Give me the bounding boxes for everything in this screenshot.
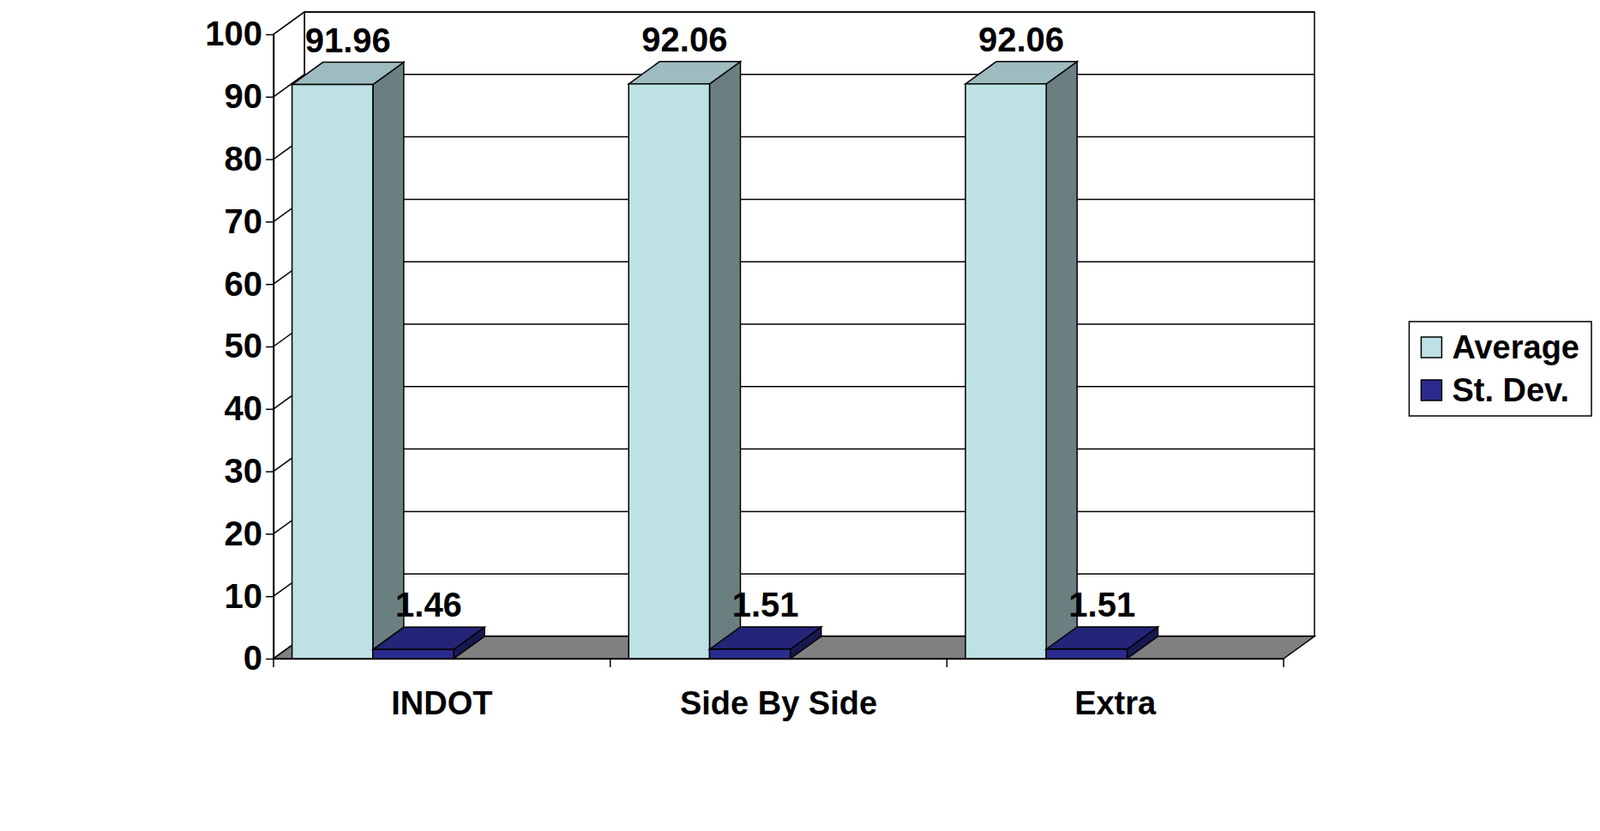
y-tick-mark	[265, 34, 274, 37]
legend-item: Average	[1420, 329, 1580, 366]
y-tick-label: 50	[224, 326, 264, 365]
data-label: 1.51	[732, 585, 800, 624]
y-tick-label: 90	[224, 77, 264, 115]
y-tick: 60	[224, 264, 275, 303]
bar-3d	[372, 626, 485, 659]
legend-swatch	[1420, 379, 1442, 401]
data-labels: 91.96 1.46 92.06 1.51 92.06 1.51	[305, 20, 1137, 625]
y-tick-mark	[265, 283, 274, 286]
y-tick-mark	[265, 533, 274, 536]
bar	[709, 649, 791, 659]
chart: 91.96 1.46 92.06 1.51 92.06 1.51 0 10 20 30 40 50 60…	[0, 0, 1600, 831]
y-tick-label: 60	[224, 264, 264, 303]
bar	[372, 649, 454, 659]
y-tick-label: 0	[243, 638, 263, 677]
y-tick: 50	[224, 326, 275, 365]
data-label: 92.06	[978, 20, 1065, 59]
bar-3d	[1046, 626, 1158, 659]
x-tick: Extra	[1074, 658, 1157, 722]
y-tick-label: 70	[224, 202, 264, 241]
category-divider	[1282, 658, 1285, 668]
bar-top	[372, 626, 485, 650]
grid-line	[273, 261, 1315, 284]
grid-line	[273, 324, 1315, 347]
category-divider	[272, 658, 275, 668]
y-axis: 0 10 20 30 40 50 60 70 80 90 100	[204, 14, 274, 677]
x-axis-line	[274, 658, 1285, 661]
grid-line	[273, 12, 1315, 35]
bar-3d	[292, 62, 404, 659]
data-label: 91.96	[305, 21, 391, 60]
grid-line	[273, 198, 1315, 222]
category-divider	[609, 658, 612, 668]
bar-top	[292, 62, 404, 85]
y-tick-label: 40	[224, 389, 264, 428]
y-tick: 30	[224, 451, 275, 490]
grid-line	[273, 74, 1315, 97]
y-tick: 70	[224, 202, 275, 241]
grid-line	[273, 449, 1315, 472]
y-tick-mark	[265, 346, 274, 349]
legend-label: Average	[1451, 329, 1580, 366]
x-tick-label: Side By Side	[679, 685, 878, 722]
y-tick: 90	[224, 77, 275, 115]
y-tick-mark	[265, 470, 274, 473]
grid-line	[273, 511, 1315, 534]
bar-top	[628, 61, 740, 85]
bar	[965, 84, 1047, 659]
bar-side	[709, 61, 741, 659]
bar	[1046, 649, 1127, 659]
y-tick-mark	[265, 595, 274, 598]
x-tick-label: INDOT	[390, 685, 493, 722]
y-tick-mark	[265, 96, 274, 99]
bar-top	[1046, 626, 1158, 650]
bar-side	[372, 62, 404, 659]
data-label: 1.46	[395, 585, 463, 624]
grid	[273, 12, 1315, 659]
y-tick-mark	[265, 158, 274, 161]
y-tick: 100	[204, 14, 274, 53]
legend-box	[1408, 321, 1592, 416]
y-tick: 0	[243, 638, 274, 677]
legend: Average St. Dev.	[1408, 321, 1592, 416]
bars	[292, 61, 1159, 659]
legend-item: St. Dev.	[1420, 372, 1570, 409]
y-tick-mark	[265, 221, 274, 223]
data-label: 92.06	[641, 20, 728, 59]
y-tick-label: 100	[204, 14, 263, 53]
bar-side	[1046, 61, 1077, 659]
y-tick-mark	[265, 658, 274, 661]
y-tick: 10	[224, 577, 275, 615]
bar-3d	[709, 626, 822, 659]
y-tick-label: 20	[224, 514, 264, 553]
bar-top	[709, 626, 822, 650]
x-tick: INDOT	[390, 658, 493, 722]
y-tick-label: 80	[224, 139, 264, 178]
y-tick: 80	[224, 139, 275, 178]
data-label: 1.51	[1068, 585, 1136, 624]
x-tick: Side By Side	[679, 658, 878, 722]
y-tick: 40	[224, 389, 275, 428]
x-axis: INDOT Side By Side Extra	[273, 658, 1285, 722]
bar-3d	[628, 61, 740, 659]
bar	[628, 84, 710, 659]
legend-label: St. Dev.	[1451, 372, 1570, 409]
bar-3d	[965, 61, 1077, 659]
y-tick-mark	[265, 409, 274, 411]
bar	[292, 84, 373, 659]
y-tick: 20	[224, 514, 275, 553]
y-tick-label: 30	[224, 451, 264, 490]
legend-swatch	[1420, 336, 1442, 358]
y-tick-label: 10	[224, 577, 264, 615]
category-divider	[946, 658, 949, 668]
bar-top	[965, 61, 1077, 85]
grid-line	[273, 386, 1315, 410]
grid-line	[273, 137, 1315, 160]
x-tick-label: Extra	[1074, 685, 1157, 722]
